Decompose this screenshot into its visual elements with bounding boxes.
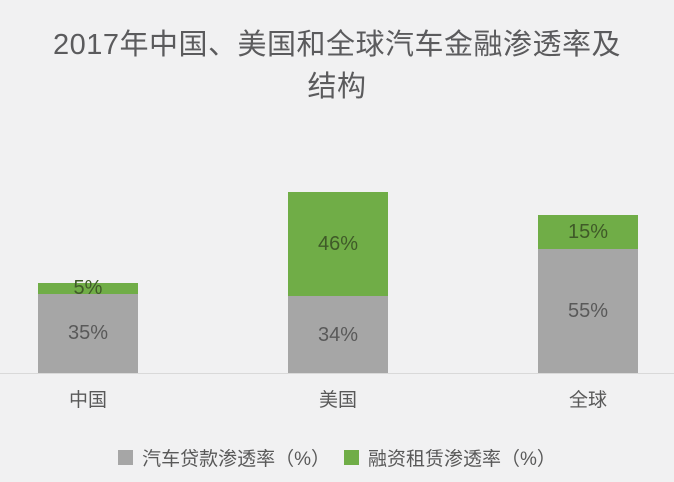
- legend-item-lease: 融资租赁渗透率（%）: [344, 444, 556, 471]
- chart-title: 2017年中国、美国和全球汽车金融渗透率及 结构: [0, 24, 674, 108]
- legend-swatch-lease: [344, 450, 359, 465]
- legend-item-loan: 汽车贷款渗透率（%）: [118, 444, 330, 471]
- x-axis-label-china: 中国: [68, 390, 107, 411]
- bar-label-loan-usa: 34%: [317, 323, 359, 346]
- bar-segment-lease-china: 5%: [38, 278, 138, 298]
- chart-title-line2: 结构: [307, 71, 367, 103]
- bar-segment-lease-global: 15%: [538, 214, 638, 249]
- legend-label-lease: 融资租赁渗透率（%）: [368, 449, 556, 470]
- legend-swatch-loan: [118, 450, 134, 465]
- bar-segment-loan-global: 55%: [538, 248, 638, 373]
- chart-title-line1: 2017年中国、美国和全球汽车金融渗透率及: [52, 29, 621, 61]
- legend: 汽车贷款渗透率（%） 融资租赁渗透率（%）: [0, 444, 674, 471]
- bar-group-china: 5% 35%: [38, 278, 138, 373]
- bar-label-lease-global: 15%: [567, 220, 609, 243]
- bar-label-loan-global: 55%: [567, 299, 609, 322]
- legend-label-loan: 汽车贷款渗透率（%）: [142, 449, 330, 470]
- bar-segment-loan-usa: 34%: [288, 296, 388, 373]
- bar-segment-loan-china: 35%: [38, 293, 138, 373]
- bar-label-loan-china: 35%: [67, 322, 109, 345]
- bar-group-global: 15% 55%: [538, 214, 638, 373]
- x-axis-label-global: 全球: [568, 390, 607, 411]
- bar-group-usa: 46% 34%: [288, 192, 388, 373]
- bar-label-lease-usa: 46%: [317, 233, 359, 256]
- plot-area: 5% 35% 46% 34% 15% 55%: [0, 192, 674, 374]
- x-axis-label-usa: 美国: [318, 390, 357, 411]
- bar-segment-lease-usa: 46%: [288, 192, 388, 297]
- bar-label-lease-china: 5%: [73, 277, 103, 300]
